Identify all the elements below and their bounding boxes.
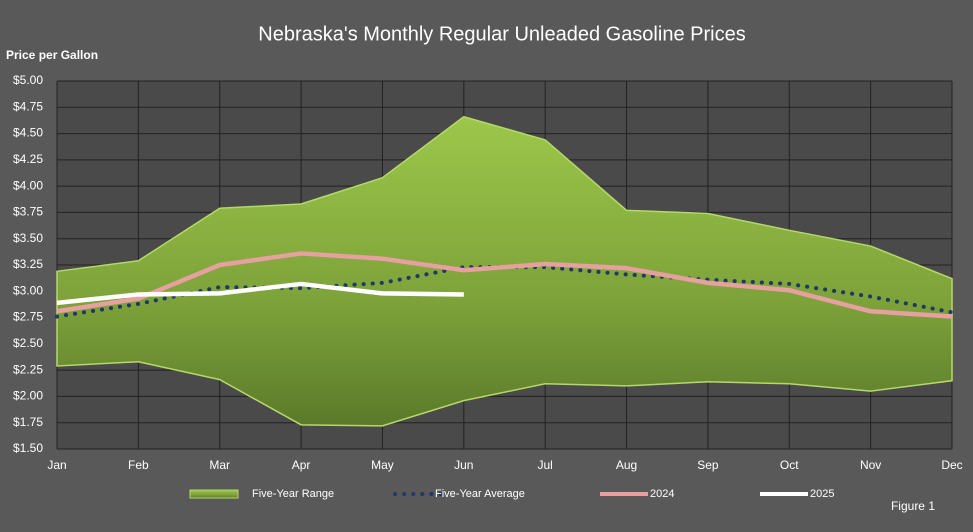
y-tick-label: $3.75: [13, 205, 43, 219]
chart-title: Nebraska's Monthly Regular Unleaded Gaso…: [258, 23, 745, 45]
legend-label: 2025: [810, 488, 834, 500]
range-area: [56, 115, 953, 427]
x-tick-label: Apr: [292, 458, 311, 472]
x-tick-label: Nov: [860, 458, 881, 472]
x-tick-label: Jun: [454, 458, 473, 472]
x-tick-label: Oct: [780, 458, 799, 472]
y-axis-label: Price per Gallon: [6, 48, 98, 62]
series-line: [56, 251, 953, 319]
x-tick-label: Aug: [616, 458, 637, 472]
y-tick-label: $4.25: [13, 152, 43, 166]
y-tick-label: $1.50: [13, 441, 43, 455]
x-tick-label: Sep: [697, 458, 719, 472]
x-tick-label: Feb: [128, 458, 149, 472]
legend-swatch: [189, 489, 239, 499]
annotation: Figure 1: [891, 499, 935, 513]
y-tick-label: $3.50: [13, 231, 43, 245]
y-tick-label: $3.25: [13, 257, 43, 271]
y-tick-label: $3.00: [13, 283, 43, 297]
y-tick-label: $4.50: [13, 126, 43, 140]
y-tick-label: $2.00: [13, 389, 43, 403]
x-tick-label: Mar: [209, 458, 230, 472]
y-tick-label: $2.50: [13, 336, 43, 350]
x-tick-label: Jul: [538, 458, 553, 472]
x-tick-label: May: [371, 458, 394, 472]
x-tick-label: Dec: [941, 458, 962, 472]
x-tick-label: Jan: [47, 458, 66, 472]
y-tick-label: $4.00: [13, 178, 43, 192]
y-tick-label: $2.75: [13, 310, 43, 324]
y-tick-label: $4.75: [13, 99, 43, 113]
y-tick-label: $2.25: [13, 362, 43, 376]
legend-label: 2024: [650, 488, 674, 500]
y-tick-label: $5.00: [13, 73, 43, 87]
series-line: [56, 281, 464, 306]
legend-label: Five-Year Average: [435, 488, 525, 500]
y-tick-label: $1.75: [13, 415, 43, 429]
legend-label: Five-Year Range: [252, 488, 334, 500]
